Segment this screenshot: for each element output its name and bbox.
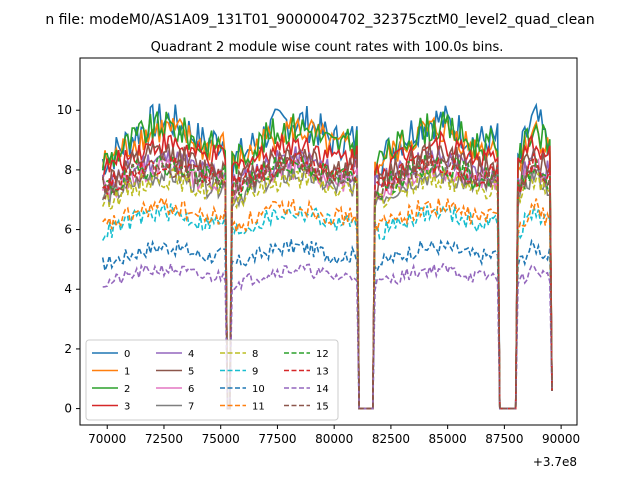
x-tick-label: 70000 [88, 432, 126, 446]
x-tick-label: 90000 [542, 432, 580, 446]
legend-label: 11 [252, 402, 265, 413]
x-tick-label: 75000 [202, 432, 240, 446]
legend-label: 2 [124, 384, 130, 395]
series-line-9 [101, 203, 553, 410]
x-tick-label: 72500 [145, 432, 183, 446]
legend-label: 0 [124, 349, 130, 360]
legend-label: 12 [316, 349, 329, 360]
legend-label: 6 [188, 384, 194, 395]
legend-label: 10 [252, 384, 265, 395]
x-tick-label: 85000 [429, 432, 467, 446]
chart-title: Quadrant 2 module wise count rates with … [151, 40, 504, 55]
legend-label: 14 [316, 384, 329, 395]
series-line-13 [102, 151, 553, 410]
legend-label: 5 [188, 367, 194, 378]
y-tick-label: 0 [64, 402, 72, 416]
legend-label: 7 [188, 402, 194, 413]
x-offset-label: +3.7e8 [533, 455, 577, 469]
y-axis: 0 2 4 6 8 10 [57, 103, 80, 416]
legend-label: 4 [188, 349, 194, 360]
y-tick-label: 6 [64, 223, 72, 237]
series-lines [101, 102, 553, 410]
series-line-3 [101, 129, 553, 410]
x-tick-label: 77500 [258, 432, 296, 446]
series-line-0 [101, 102, 553, 410]
legend-label: 9 [252, 367, 258, 378]
y-tick-label: 2 [64, 342, 72, 356]
legend-label: 8 [252, 349, 258, 360]
legend-label: 15 [316, 402, 329, 413]
x-tick-label: 82500 [372, 432, 410, 446]
legend-label: 13 [316, 367, 329, 378]
y-tick-label: 4 [64, 282, 72, 296]
plot-frame [79, 57, 578, 426]
series-line-2 [101, 111, 553, 410]
x-tick-label: 87500 [485, 432, 523, 446]
series-line-8 [101, 165, 553, 410]
y-tick-label: 8 [64, 163, 72, 177]
x-axis: 70000 72500 75000 77500 80000 82500 85000 87500… [88, 425, 580, 446]
legend-frame [85, 339, 339, 421]
series-line-15 [102, 153, 553, 410]
figure-suptitle: n file: modeM0/AS1A09_131T01_9000004702_… [45, 12, 594, 28]
series-line-11 [102, 195, 553, 410]
series-line-14 [102, 262, 553, 410]
series-line-10 [101, 237, 553, 410]
legend-label: 1 [124, 367, 130, 378]
x-tick-label: 80000 [315, 432, 353, 446]
legend-label: 3 [124, 402, 130, 413]
y-tick-label: 10 [57, 103, 72, 117]
